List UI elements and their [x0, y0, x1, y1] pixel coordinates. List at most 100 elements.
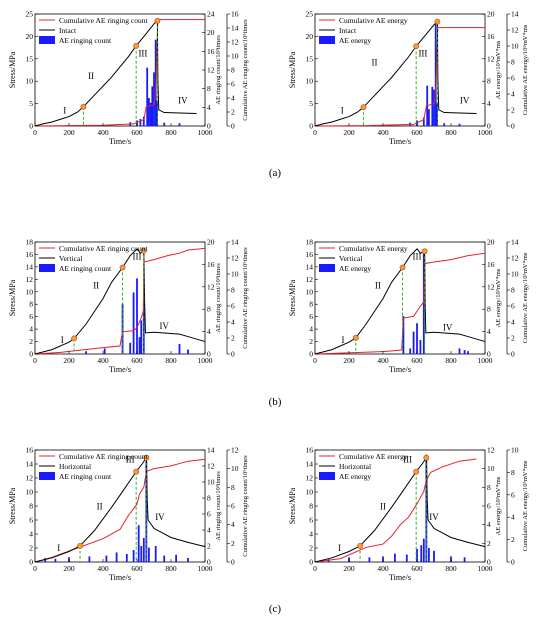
- row-label-a: (a): [269, 167, 282, 179]
- plot-frame: [34, 241, 206, 355]
- stage-marker: [71, 335, 77, 342]
- ae-bar: [125, 554, 128, 562]
- ae-bar: [148, 98, 150, 126]
- x-tick-label: 1000: [478, 356, 493, 365]
- ae-bar: [422, 538, 425, 562]
- y2-tick-label: 4: [207, 526, 211, 535]
- ae-bar: [145, 461, 148, 562]
- cumulative-series-line: [314, 252, 486, 355]
- x-tick-label: 1000: [478, 128, 493, 137]
- y3-tick-label: 16: [231, 10, 239, 19]
- y-tick-label: 4: [29, 530, 33, 539]
- y3-tick-label: 2: [231, 539, 235, 548]
- stage-label: IV: [155, 512, 165, 522]
- x-tick-label: 600: [411, 564, 423, 573]
- y-axis-label: Stress/MPa: [8, 279, 17, 316]
- ae-bar: [136, 278, 138, 354]
- x-tick-label: 600: [131, 128, 143, 137]
- ae-bar: [419, 340, 422, 354]
- y-tick-label: 20: [26, 32, 34, 41]
- ae-bar: [431, 86, 434, 126]
- x-tick-label: 0: [33, 128, 37, 137]
- y3-tick-label: 4: [231, 520, 235, 529]
- x-axis-label: Time/s: [109, 137, 131, 146]
- row-label-b: (b): [269, 396, 282, 408]
- y3-axis-label: Cumulative AE ringing count/10⁵times: [242, 247, 249, 349]
- y-tick-label: 20: [306, 32, 314, 41]
- cumulative-series-line: [34, 19, 205, 127]
- y3-tick-label: 12: [231, 38, 239, 47]
- y-axis-label: Stress/MPa: [288, 279, 297, 316]
- y-tick-label: 15: [26, 54, 34, 63]
- y3-tick-label: 14: [511, 238, 519, 247]
- ae-bar: [154, 546, 157, 562]
- y2-tick-label: 16: [207, 47, 215, 56]
- ae-bar: [175, 554, 177, 562]
- stage-marker: [357, 543, 363, 549]
- ae-bar: [140, 546, 143, 562]
- y2-tick-label: 0: [487, 558, 491, 567]
- x-tick-label: 0: [313, 128, 317, 137]
- y-tick-label: 5: [309, 99, 313, 108]
- x-axis-label: Time/s: [389, 137, 411, 146]
- y3-tick-label: 0: [231, 122, 235, 131]
- x-tick-label: 0: [33, 564, 37, 573]
- stage-marker: [154, 17, 161, 24]
- y-tick-label: 4: [309, 530, 313, 539]
- ae-bar: [54, 558, 57, 562]
- y-tick-label: 0: [309, 122, 313, 131]
- stage-label: III: [126, 455, 135, 465]
- x-tick-label: 400: [97, 564, 109, 573]
- y3-axis-label: Cumulative AE energy/10⁵mV*ms: [522, 460, 529, 551]
- y-tick-label: 4: [29, 325, 33, 334]
- ae-bar: [458, 123, 461, 126]
- ae-bar: [433, 89, 435, 126]
- y3-tick-label: 2: [511, 334, 515, 343]
- y-tick-label: 12: [306, 275, 314, 284]
- legend-label-stress: Horizontal: [339, 462, 371, 471]
- stage-label: I: [57, 543, 60, 553]
- y2-tick-label: 12: [207, 462, 215, 471]
- x-tick-label: 400: [97, 356, 109, 365]
- y-tick-label: 18: [306, 238, 314, 247]
- x-tick-label: 200: [343, 356, 355, 365]
- y-tick-label: 6: [29, 516, 33, 525]
- stage-marker: [399, 264, 406, 271]
- stage-label: II: [93, 281, 99, 291]
- y2-tick-label: 4: [487, 99, 491, 108]
- x-tick-label: 0: [313, 564, 317, 573]
- y2-tick-label: 0: [207, 558, 211, 567]
- stage-marker: [434, 18, 441, 25]
- ae-bar: [138, 337, 141, 354]
- stage-label: IV: [429, 512, 439, 522]
- ae-bar: [428, 109, 430, 126]
- y-tick-label: 12: [26, 275, 34, 284]
- x-tick-label: 400: [377, 356, 389, 365]
- y2-tick-label: 12: [207, 66, 215, 75]
- ae-bar: [153, 72, 155, 126]
- y-tick-label: 14: [306, 262, 314, 271]
- legend-label-ae: AE ringing count: [59, 264, 112, 273]
- y3-tick-label: 2: [511, 535, 515, 544]
- ae-bar: [187, 349, 189, 354]
- y2-tick-label: 0: [487, 350, 491, 359]
- plot-frame: [314, 241, 486, 355]
- y2-axis-label: AE ringing count/10³times: [215, 471, 222, 541]
- y-axis-label: Stress/MPa: [8, 487, 17, 524]
- y-tick-label: 4: [309, 325, 313, 334]
- y3-axis-label: Cumulative AE energy/10⁵mV*ms: [522, 252, 529, 343]
- stage-label: III: [403, 455, 412, 465]
- x-tick-label: 600: [131, 356, 143, 365]
- y-tick-label: 0: [29, 122, 33, 131]
- legend-label-cumulative: Cumulative AE energy: [339, 244, 408, 253]
- stage-label: III: [413, 251, 422, 261]
- x-tick-label: 400: [377, 128, 389, 137]
- legend-label-cumulative: Cumulative AE ringing count: [59, 452, 148, 461]
- y-tick-label: 8: [309, 502, 313, 511]
- x-tick-label: 1000: [198, 564, 213, 573]
- x-tick-label: 0: [313, 356, 317, 365]
- ae-bar: [436, 103, 438, 126]
- x-tick-label: 600: [411, 356, 423, 365]
- y3-tick-label: 2: [511, 106, 515, 115]
